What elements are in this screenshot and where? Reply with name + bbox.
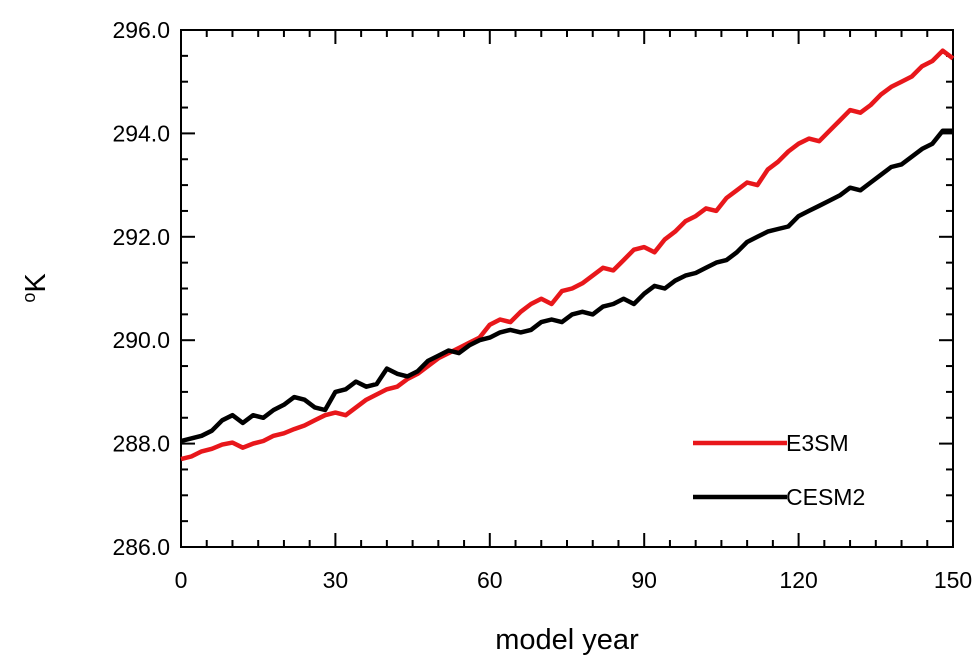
y-tick-label: 294.0 (112, 120, 170, 146)
y-tick-label: 286.0 (112, 534, 170, 560)
svg-text:oK: oK (19, 273, 52, 303)
y-axis-title-degree: o (19, 293, 39, 303)
y-tick-label: 288.0 (112, 431, 170, 457)
y-tick-label: 290.0 (112, 327, 170, 353)
y-axis-tick-labels: 286.0 288.0 290.0 292.0 294.0 296.0 (112, 17, 170, 560)
legend-label-e3sm: E3SM (786, 430, 849, 456)
x-tick-label: 30 (323, 567, 349, 593)
legend-label-cesm2: CESM2 (786, 484, 865, 510)
x-tick-label: 120 (779, 567, 817, 593)
series-line-e3sm (180, 48, 955, 462)
series-line-cesm2 (180, 128, 953, 444)
y-tick-label: 292.0 (112, 224, 170, 250)
x-tick-label: 0 (175, 567, 188, 593)
y-axis-title-unit: K (20, 273, 52, 293)
x-tick-label: 60 (477, 567, 503, 593)
x-tick-label: 150 (934, 567, 972, 593)
x-tick-label: 90 (631, 567, 657, 593)
x-axis-title: model year (495, 624, 639, 656)
y-tick-label: 296.0 (112, 17, 170, 43)
legend: E3SM CESM2 (693, 430, 865, 510)
x-axis-tick-labels: 0 30 60 90 120 150 (175, 567, 973, 593)
series-lines (180, 48, 955, 462)
y-axis-title: oK (19, 273, 52, 303)
